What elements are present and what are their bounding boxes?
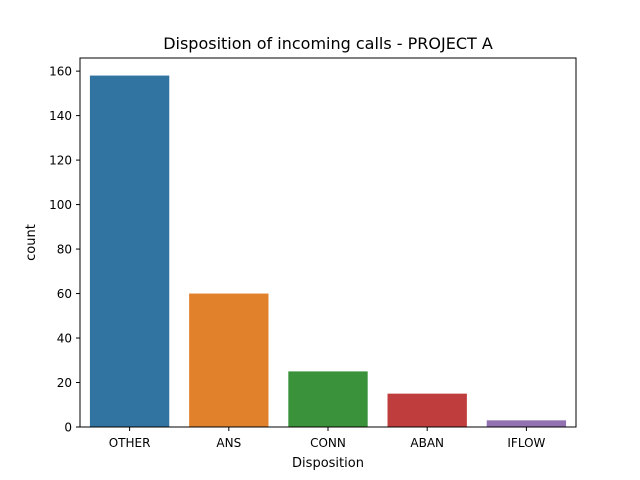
- y-tick-label-20: 20: [57, 376, 72, 390]
- y-tick-label-80: 80: [57, 243, 72, 257]
- y-tick-label-40: 40: [57, 332, 72, 346]
- y-tick-label-140: 140: [49, 109, 72, 123]
- bars-group: [89, 75, 567, 427]
- x-tick-label-ans: ANS: [216, 436, 241, 450]
- bar-iflow: [486, 420, 567, 427]
- x-tick-label-other: OTHER: [109, 436, 151, 450]
- x-tick-label-conn: CONN: [310, 436, 346, 450]
- y-tick-label-0: 0: [64, 421, 72, 435]
- y-tick-label-120: 120: [49, 154, 72, 168]
- bar-ans: [189, 293, 269, 427]
- x-tick-label-iflow: IFLOW: [507, 436, 545, 450]
- y-axis-ticks: 0 20 40 60 80 100 120 140 160: [49, 65, 80, 435]
- y-tick-label-60: 60: [57, 287, 72, 301]
- y-axis-label: count: [24, 224, 39, 261]
- x-tick-label-aban: ABAN: [410, 436, 444, 450]
- bar-other: [89, 75, 170, 427]
- y-tick-label-160: 160: [49, 65, 72, 79]
- bar-aban: [387, 393, 467, 427]
- x-axis-ticks: OTHER ANS CONN ABAN IFLOW: [109, 427, 546, 450]
- y-tick-label-100: 100: [49, 198, 72, 212]
- bar-conn: [288, 371, 368, 427]
- x-axis-label: Disposition: [292, 456, 364, 471]
- chart-title: Disposition of incoming calls - PROJECT …: [163, 34, 493, 53]
